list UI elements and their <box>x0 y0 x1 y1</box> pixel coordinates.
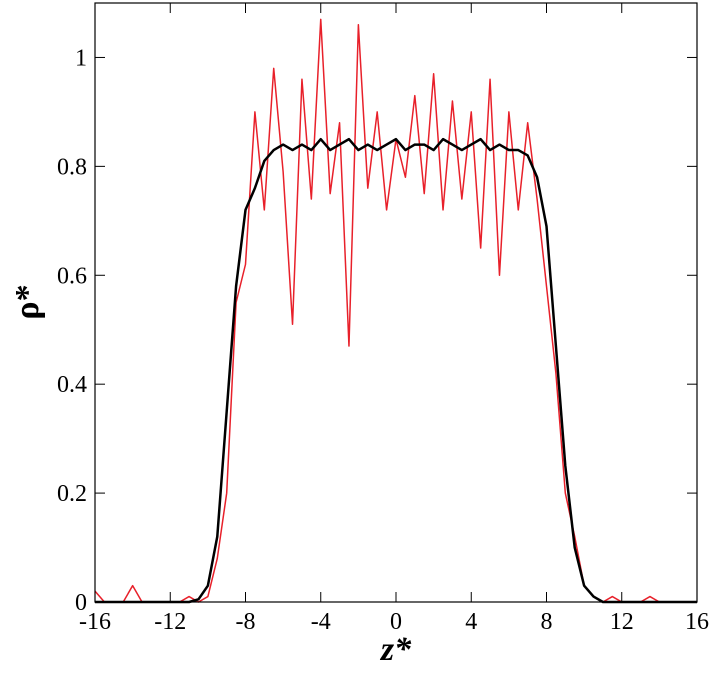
y-tick-label: 1 <box>75 45 87 71</box>
data-line <box>94 18 697 603</box>
data-line <box>95 137 697 604</box>
x-tick-label: -16 <box>79 609 111 635</box>
x-tick-label: 8 <box>541 609 553 635</box>
x-tick-label: 12 <box>610 609 634 635</box>
x-tick-label: -12 <box>154 609 186 635</box>
y-tick-label: 0.4 <box>57 372 87 398</box>
x-tick-label: -4 <box>311 609 331 635</box>
y-tick-label: 0 <box>75 590 87 616</box>
x-tick-label: 0 <box>390 609 402 635</box>
y-tick-label: 0.8 <box>57 154 87 180</box>
x-tick-label: 4 <box>465 609 477 635</box>
x-tick-label: 16 <box>685 609 709 635</box>
y-tick-label: 0.6 <box>57 263 87 289</box>
x-axis-label: z* <box>380 631 412 668</box>
plot-frame <box>94 2 698 603</box>
x-tick-label: -8 <box>236 609 256 635</box>
y-axis-label: ρ* <box>9 284 46 319</box>
y-tick-label: 0.2 <box>57 481 87 507</box>
